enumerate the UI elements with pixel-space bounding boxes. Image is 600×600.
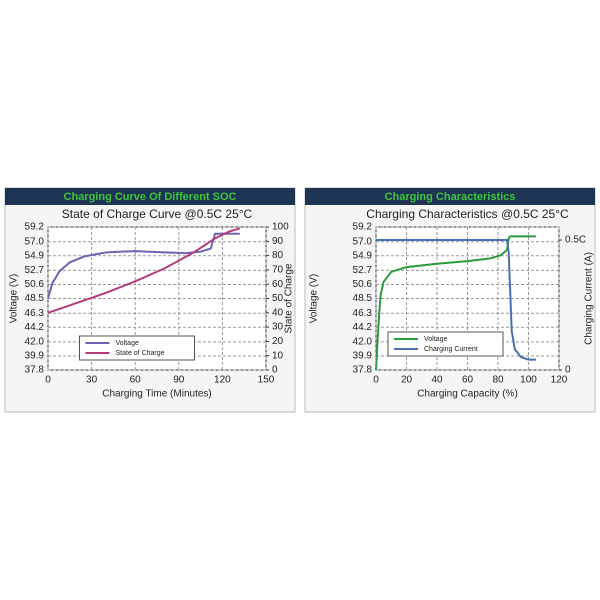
y-tick-label: 52.7 — [353, 265, 373, 276]
x-axis-label: Charging Capacity (%) — [417, 389, 518, 400]
x-tick-label: 0 — [373, 375, 379, 386]
y2-tick-label: 90 — [272, 236, 284, 247]
y-tick-label: 46.3 — [353, 308, 373, 319]
x-tick-label: 100 — [520, 375, 537, 386]
y-tick-label: 52.7 — [25, 265, 45, 276]
x-tick-label: 60 — [462, 375, 474, 386]
series-line — [376, 239, 537, 361]
y-tick-label: 44.2 — [353, 322, 373, 333]
y2-axis-label: Charging Current (A) — [584, 252, 595, 345]
x-tick-label: 90 — [173, 375, 185, 386]
y-tick-label: 46.3 — [25, 308, 45, 319]
legend-label: Voltage — [424, 336, 447, 343]
header-bar — [305, 188, 595, 205]
x-tick-label: 120 — [214, 375, 231, 386]
legend-label: State of Charge — [116, 350, 165, 357]
header: Charging Curve Of Different SOC — [64, 191, 237, 203]
x-tick-label: 60 — [130, 375, 142, 386]
y-tick-label: 48.5 — [353, 293, 373, 304]
y-tick-label: 37.8 — [25, 365, 45, 376]
y2-tick-label: 60 — [272, 279, 284, 290]
y2-tick-label: 100 — [272, 222, 289, 233]
y2-tick-label: 0 — [272, 365, 278, 376]
y-tick-label: 59.2 — [353, 222, 373, 233]
legend-label: Charging Current — [424, 346, 478, 353]
y2-axis-label: State of Charge — [284, 263, 295, 333]
y-tick-label: 54.9 — [25, 250, 45, 261]
y-axis-label: Voltage (V) — [309, 274, 320, 323]
x-tick-label: 80 — [492, 375, 504, 386]
legend-label: Voltage — [116, 340, 139, 347]
x-tick-label: 40 — [431, 375, 443, 386]
x-axis-label: Charging Time (Minutes) — [102, 389, 211, 400]
y-tick-label: 42.0 — [25, 337, 45, 348]
legend-box — [79, 335, 195, 361]
y-tick-label: 42.0 — [353, 337, 373, 348]
header-bar — [5, 188, 295, 205]
x-tick-label: 150 — [258, 375, 275, 386]
x-tick-label: 120 — [551, 375, 568, 386]
y-tick-label: 39.9 — [353, 351, 373, 362]
y-tick-label: 57.0 — [25, 236, 45, 247]
y2-tick-label: 20 — [272, 336, 284, 347]
y2-tick-label: 0 — [565, 365, 571, 376]
y2-tick-label: 50 — [272, 293, 284, 304]
y2-tick-label: 40 — [272, 307, 284, 318]
y-tick-label: 50.6 — [353, 279, 373, 290]
x-tick-label: 0 — [45, 375, 51, 386]
y2-tick-label: 30 — [272, 322, 284, 333]
y-tick-label: 44.2 — [25, 322, 45, 333]
y2-tick-label: 10 — [272, 350, 284, 361]
x-tick-label: 20 — [401, 375, 413, 386]
header: Charging Characteristics — [385, 191, 516, 203]
legend-box — [387, 331, 504, 357]
y2-tick-label: 80 — [272, 250, 284, 261]
y-tick-label: 59.2 — [25, 222, 45, 233]
y-tick-label: 50.6 — [25, 279, 45, 290]
y-axis-label: Voltage (V) — [9, 274, 20, 323]
y-tick-label: 48.5 — [25, 293, 45, 304]
y-tick-label: 39.9 — [25, 351, 45, 362]
series-line — [47, 227, 241, 314]
y-tick-label: 57.0 — [353, 236, 373, 247]
chart-title: Charging Characteristics @0.5C 25°C — [366, 207, 569, 221]
y-tick-label: 54.9 — [353, 250, 373, 261]
x-tick-label: 30 — [86, 375, 98, 386]
y2-tick-label: 70 — [272, 265, 284, 276]
chart-title: State of Charge Curve @0.5C 25°C — [62, 207, 253, 221]
y2-tick-label: 0.5C — [565, 235, 586, 246]
y-tick-label: 37.8 — [353, 365, 373, 376]
